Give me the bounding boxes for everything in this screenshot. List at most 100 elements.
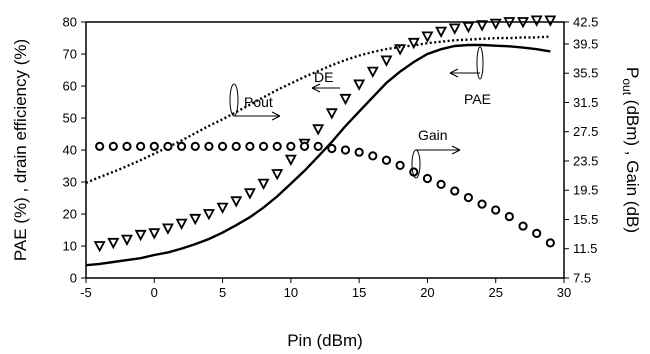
annotation-pae-label: PAE — [464, 91, 491, 107]
de-point — [120, 234, 133, 247]
de-point — [325, 108, 338, 120]
y-left-tick-label: 30 — [63, 175, 77, 190]
gain-point — [450, 186, 460, 196]
x-tick-label: 10 — [284, 285, 298, 300]
gain-point — [217, 141, 228, 151]
y-right-tick-label: 19.5 — [573, 183, 598, 198]
de-point — [161, 223, 174, 235]
gain-point — [122, 141, 132, 151]
de-point — [339, 93, 352, 106]
de-point — [148, 228, 161, 240]
y-left-tick-label: 60 — [63, 79, 77, 94]
y-right-tick-label: 11.5 — [573, 241, 597, 256]
gain-point — [286, 141, 296, 151]
gain-point — [354, 147, 364, 157]
gain-point — [368, 151, 378, 161]
gain-point — [436, 179, 446, 189]
annotation-pae-arrowhead — [449, 68, 459, 78]
de-point — [353, 79, 366, 91]
x-tick-label: 5 — [219, 285, 226, 300]
de-point — [93, 241, 106, 253]
annotation-pout-label: Pout — [244, 94, 273, 110]
gain-point — [258, 141, 269, 151]
gain-point — [422, 173, 433, 184]
gain-point — [463, 192, 473, 203]
de-point — [394, 44, 407, 56]
y-right-tick-label: 39.5 — [573, 36, 598, 51]
gain-point — [299, 141, 310, 151]
annotation-pae-ellipse — [476, 46, 484, 80]
de-point — [216, 202, 229, 215]
gain-point — [313, 141, 323, 151]
gain-point — [491, 205, 501, 215]
gain-point — [340, 145, 351, 155]
right-axis-title-p: P — [623, 67, 642, 78]
y-right-tick-label: 35.5 — [573, 66, 598, 81]
de-point — [366, 66, 379, 79]
y-left-tick-label: 40 — [63, 143, 77, 158]
left-axis-title: PAE (%) , drain efficiency (%) — [11, 39, 30, 261]
annotation-pout-arrowhead — [271, 111, 281, 121]
annotation-de-label: DE — [314, 69, 333, 85]
right-axis-title-sub: out — [620, 78, 634, 95]
gain-point — [108, 141, 118, 151]
y-left-tick-label: 0 — [70, 271, 77, 286]
de-point — [407, 37, 420, 50]
de-point — [271, 169, 284, 181]
y-right-tick-label: 42.5 — [573, 15, 598, 30]
gain-point — [163, 141, 173, 151]
y-right-tick-label: 7.5 — [573, 271, 591, 286]
x-tick-label: 25 — [488, 285, 502, 300]
de-point — [107, 237, 120, 250]
y-left-tick-label: 50 — [63, 111, 77, 126]
gain-point — [518, 221, 528, 231]
y-left-tick-label: 10 — [63, 239, 77, 254]
gain-point — [245, 141, 255, 151]
pout-series-line — [85, 35, 551, 185]
de-point — [175, 218, 188, 231]
y-right-tick-label: 31.5 — [573, 95, 598, 110]
gain-point — [136, 141, 146, 151]
de-point — [380, 55, 393, 67]
right-axis-title-rest: (dBm) , Gain (dB) — [623, 95, 642, 233]
ticks: -5 0 5 10 15 20 25 30010203040506070807.511.515… — [63, 15, 599, 301]
gain-point — [327, 143, 337, 154]
gain-point — [381, 155, 392, 165]
de-point — [284, 154, 297, 167]
x-tick-label: 0 — [151, 285, 158, 300]
de-point — [448, 23, 461, 35]
de-point — [134, 229, 147, 242]
y-left-tick-label: 80 — [63, 15, 77, 30]
annotations: Pout DE PAE Gain — [229, 46, 491, 179]
y-right-tick-label: 15.5 — [573, 212, 598, 227]
de-point — [435, 26, 448, 39]
gain-point — [177, 141, 187, 151]
gain-point — [190, 141, 200, 151]
annotation-gain-arrowhead — [451, 145, 461, 155]
de-point — [489, 18, 502, 31]
annotation-de-arrowhead — [311, 83, 321, 93]
gain-point — [532, 228, 542, 238]
de-point — [530, 15, 543, 27]
gain-point — [272, 141, 282, 151]
x-tick-label: 15 — [352, 285, 366, 300]
y-right-tick-label: 27.5 — [573, 124, 598, 139]
gain-point — [545, 238, 555, 248]
pae-series-line — [85, 43, 551, 267]
gain-point — [395, 160, 405, 170]
annotation-pout-ellipse — [229, 83, 239, 117]
x-tick-label: -5 — [80, 285, 92, 300]
de-point — [312, 124, 325, 136]
x-axis-title: Pin (dBm) — [287, 331, 363, 350]
gain-point — [477, 199, 487, 209]
gain-point — [149, 141, 159, 151]
y-left-tick-label: 70 — [63, 47, 77, 62]
gain-point — [95, 141, 105, 151]
de-point — [243, 188, 256, 200]
gain-point — [231, 141, 241, 151]
y-right-tick-label: 23.5 — [573, 153, 598, 168]
gain-point — [504, 211, 514, 222]
de-point — [476, 20, 489, 32]
de-point — [462, 21, 475, 34]
